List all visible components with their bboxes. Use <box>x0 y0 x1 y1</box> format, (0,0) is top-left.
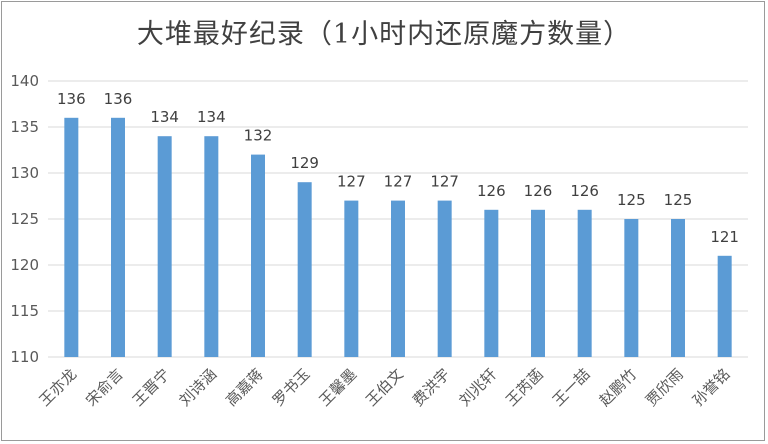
bar <box>204 136 219 357</box>
bar <box>297 182 312 357</box>
bar <box>64 117 79 357</box>
x-tick-label: 罗书玉 <box>269 365 314 410</box>
data-label: 136 <box>104 90 133 108</box>
y-tick-label: 110 <box>10 348 39 366</box>
bar <box>717 255 732 357</box>
bar <box>437 200 452 357</box>
data-label: 127 <box>430 173 459 191</box>
y-tick-label: 140 <box>10 72 39 90</box>
data-label: 121 <box>710 228 739 246</box>
data-label: 127 <box>337 173 366 191</box>
x-tick-label: 刘兆轩 <box>456 365 501 410</box>
x-tick-label: 费洪宇 <box>409 365 454 410</box>
data-label: 127 <box>384 173 413 191</box>
data-label: 126 <box>477 182 506 200</box>
data-label: 126 <box>524 182 553 200</box>
x-tick-label: 王亦龙 <box>36 365 81 410</box>
bar <box>251 154 265 357</box>
y-tick-label: 135 <box>10 118 39 136</box>
x-tick-label: 孙誉铭 <box>689 365 734 410</box>
x-tick-label: 高嘉蒋 <box>222 365 267 410</box>
data-label: 134 <box>197 108 226 126</box>
bar <box>111 117 125 357</box>
x-tick-label: 赵鹏竹 <box>596 365 641 410</box>
x-tick-label: 贾欣雨 <box>642 365 687 410</box>
data-label: 126 <box>570 182 599 200</box>
x-tick-label: 宋俞言 <box>82 365 127 410</box>
x-tick-label: 王馨墨 <box>316 365 361 410</box>
bar <box>531 209 545 357</box>
y-tick-label: 120 <box>10 256 39 274</box>
bar <box>484 209 499 357</box>
data-label: 125 <box>617 191 646 209</box>
x-tick-label: 刘诗涵 <box>176 365 221 410</box>
bar <box>391 200 405 357</box>
data-label: 136 <box>57 90 86 108</box>
bar <box>624 219 639 357</box>
bar <box>344 200 359 357</box>
chart-title: 大堆最好纪录（1小时内还原魔方数量） <box>136 19 632 50</box>
y-tick-label: 125 <box>10 210 39 228</box>
x-tick-label: 王伯文 <box>362 365 407 410</box>
bar <box>577 209 592 357</box>
y-tick-label: 130 <box>10 164 39 182</box>
data-label: 125 <box>664 191 693 209</box>
x-tick-label: 王一喆 <box>549 365 594 410</box>
bar <box>671 219 685 357</box>
bar <box>157 136 172 357</box>
x-tick-label: 王芮菡 <box>502 365 547 410</box>
y-tick-label: 115 <box>10 302 39 320</box>
x-tick-label: 王晋宁 <box>129 365 174 410</box>
data-label: 134 <box>150 108 179 126</box>
data-label: 129 <box>290 154 319 172</box>
data-label: 132 <box>244 127 273 145</box>
